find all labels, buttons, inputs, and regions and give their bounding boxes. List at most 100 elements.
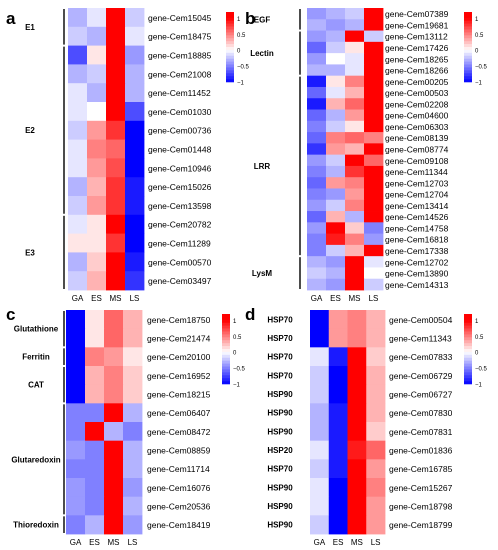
heatmap-cell: [307, 41, 327, 54]
legend-tick-label: −1: [237, 81, 245, 87]
heatmap-cell: [87, 233, 107, 253]
legend-tick-label: −1: [475, 383, 483, 389]
heatmap-cell: [106, 214, 126, 234]
row-label: gene-Cem17338: [385, 246, 449, 256]
legend-swatch: [222, 334, 230, 338]
row-label: gene-Cem16818: [385, 235, 449, 245]
row-label: gene-Cem14313: [385, 280, 449, 290]
legend-swatch: [222, 363, 230, 367]
heatmap-cell: [345, 8, 365, 20]
heatmap-cell: [307, 143, 327, 156]
row-group-label: HSP90: [267, 502, 293, 511]
row-label: gene-Cem14526: [385, 212, 449, 222]
row-label: gene-Cem17426: [385, 43, 449, 53]
heatmap-cell: [364, 30, 384, 43]
legend-tick-label: 1: [233, 319, 237, 325]
heatmap-cell: [310, 384, 330, 404]
legend-swatch: [222, 331, 230, 335]
legend-swatch: [464, 26, 472, 30]
group-label: Thioredoxin: [13, 521, 59, 530]
heatmap-cell: [326, 143, 346, 156]
group-label: CAT: [28, 381, 44, 390]
heatmap-cell: [326, 165, 346, 178]
legend-tick-label: 0: [237, 49, 241, 55]
heatmap-cell: [310, 328, 330, 348]
row-label: gene-Cem10946: [148, 163, 212, 173]
legend-swatch: [226, 12, 234, 16]
heatmap-cell: [106, 271, 126, 291]
legend-tick-label: −0.5: [475, 367, 488, 373]
legend-swatch: [464, 378, 472, 382]
legend-swatch: [464, 337, 472, 341]
group-label: LRR: [254, 162, 271, 171]
row-label: gene-Cem03497: [148, 276, 212, 286]
row-label: gene-Cem13414: [385, 201, 449, 211]
row-label: gene-Cem16785: [389, 464, 453, 474]
heatmap-cell: [66, 422, 86, 442]
heatmap-cell: [125, 64, 145, 84]
column-label: ES: [91, 294, 102, 303]
heatmap-cell: [85, 310, 105, 330]
heatmap-cell: [364, 278, 384, 291]
legend-swatch: [464, 47, 472, 51]
heatmap-cell: [123, 366, 143, 386]
heatmap-cell: [310, 403, 330, 423]
legend-swatch: [464, 23, 472, 27]
heatmap-cell: [104, 403, 124, 423]
heatmap-cell: [364, 132, 384, 144]
row-label: gene-Cem07830: [389, 408, 453, 418]
row-label: gene-Cem21474: [147, 334, 211, 344]
heatmap-cell: [106, 158, 126, 178]
heatmap-cell: [125, 271, 145, 291]
heatmap-cell: [125, 26, 145, 46]
legend-swatch: [464, 381, 472, 385]
row-label: gene-Cem04600: [385, 111, 449, 121]
row-label: gene-Cem21008: [148, 69, 212, 79]
heatmap-cell: [347, 347, 367, 367]
row-group-label: HSP90: [267, 390, 293, 399]
legend-swatch: [226, 55, 234, 59]
group-label: Glutathione: [14, 325, 59, 334]
heatmap-cell: [345, 244, 365, 257]
heatmap-cell: [364, 19, 384, 31]
heatmap-cell: [345, 64, 365, 77]
heatmap-cell: [326, 8, 346, 20]
heatmap-cell: [328, 478, 348, 498]
heatmap-cell: [87, 83, 107, 103]
heatmap-cell: [68, 102, 88, 122]
legend-swatch: [464, 375, 472, 379]
legend-tick-label: 0.5: [475, 33, 484, 39]
heatmap-cell: [123, 478, 143, 498]
heatmap-cell: [68, 177, 88, 197]
heatmap-cell: [364, 64, 384, 77]
heatmap-cell: [307, 132, 327, 144]
group-label: E1: [25, 23, 35, 32]
row-group-label: HSP70: [267, 315, 293, 324]
heatmap-cell: [123, 459, 143, 479]
row-label: gene-Cem07833: [389, 352, 453, 362]
heatmap-cell: [307, 109, 327, 122]
heatmap-cell: [345, 233, 365, 246]
legend-swatch: [464, 79, 472, 83]
heatmap-cell: [123, 440, 143, 460]
heatmap-cell: [87, 45, 107, 65]
legend-tick-label: −0.5: [233, 367, 246, 373]
legend-tick-label: 0.5: [233, 335, 242, 341]
heatmap-cell: [347, 496, 367, 516]
column-label: GA: [311, 294, 323, 303]
heatmap-cell: [123, 422, 143, 442]
legend-swatch: [464, 35, 472, 39]
row-label: gene-Cem02208: [385, 99, 449, 109]
legend-swatch: [226, 41, 234, 45]
row-group-label: HSP90: [267, 521, 293, 530]
heatmap-cell: [85, 384, 105, 404]
row-label: gene-Cem14758: [385, 223, 449, 233]
heatmap-cell: [364, 233, 384, 246]
heatmap-cell: [307, 86, 327, 99]
heatmap-cell: [364, 109, 384, 122]
column-label: GA: [70, 538, 82, 547]
panel-label: d: [245, 305, 255, 324]
heatmap-cell: [366, 478, 386, 498]
row-label: gene-Cem13890: [385, 269, 449, 279]
